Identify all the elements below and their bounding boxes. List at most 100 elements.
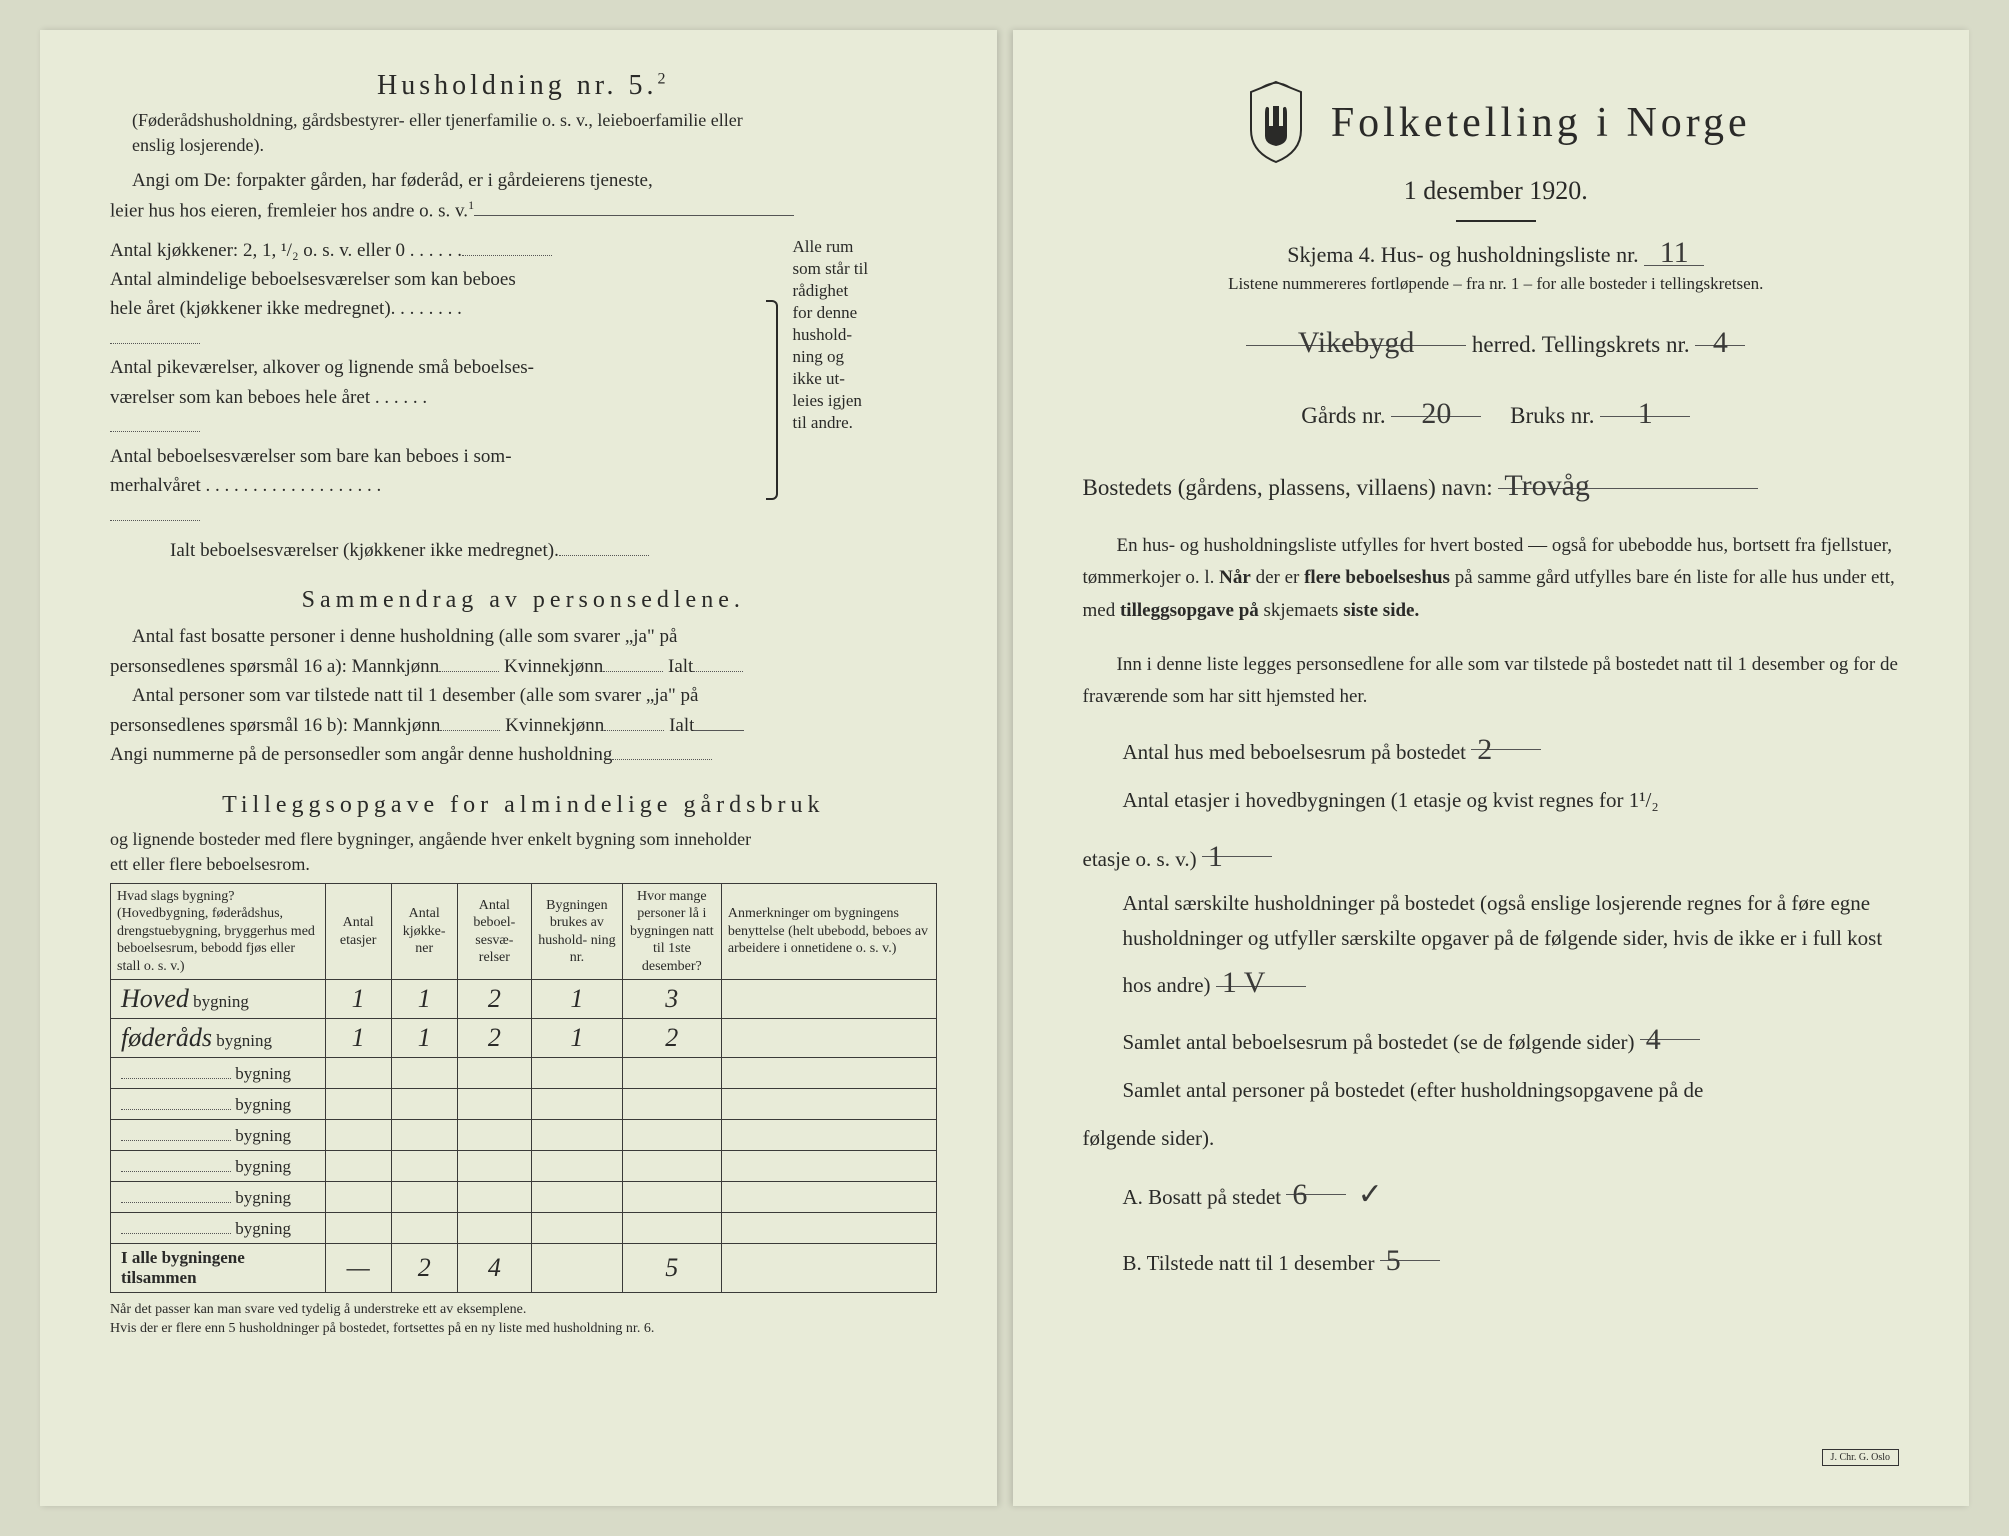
th-3: Antal beboel- sesvæ- relser — [457, 883, 531, 980]
table-row: bygning — [111, 1182, 937, 1213]
row-cell — [622, 1151, 721, 1182]
row-cell: 1 — [325, 1019, 391, 1058]
row-cell: 2 — [457, 1019, 531, 1058]
summary-l3: Antal personer som var tilstede natt til… — [132, 681, 937, 710]
summary-l4c: Ialt — [669, 715, 694, 736]
row-cell — [457, 1213, 531, 1244]
row-cell: 2 — [457, 980, 531, 1019]
q2-val: 1 — [1202, 827, 1272, 857]
total-4: 5 — [622, 1244, 721, 1293]
total-5 — [721, 1244, 936, 1293]
q1-val: 2 — [1471, 720, 1541, 750]
row-cell — [531, 1120, 622, 1151]
row-cell — [531, 1182, 622, 1213]
row-cell — [622, 1089, 721, 1120]
kitchen-blank — [462, 237, 552, 256]
room-blank-2 — [110, 502, 200, 521]
table-row: bygning — [111, 1120, 937, 1151]
row-cell — [391, 1213, 457, 1244]
qB-row: B. Tilstede natt til 1 desember 5 — [1123, 1231, 1910, 1284]
row-cell — [531, 1089, 622, 1120]
angi-line1: Angi om De: forpakter gården, har føderå… — [132, 166, 937, 195]
qB-val: 5 — [1380, 1231, 1440, 1261]
q2-row-a: Antal etasjer i hovedbygningen (1 etasje… — [1123, 779, 1910, 821]
ialt-text: Ialt beboelsesværelser (kjøkkener ikke m… — [170, 540, 559, 561]
bosted-label: Bostedets (gårdens, plassens, villaens) … — [1083, 475, 1493, 500]
row-cell — [457, 1089, 531, 1120]
row-cell — [457, 1120, 531, 1151]
kitchen-text: Antal kjøkkener: 2, 1, ¹/₂ o. s. v. elle… — [110, 240, 462, 261]
para2: Inn i denne liste legges personsedlene f… — [1083, 649, 1910, 714]
summary-l4a: personsedlenes spørsmål 16 b): Mannkjønn — [110, 715, 440, 736]
krets-val: 4 — [1695, 316, 1745, 346]
row-cell — [325, 1089, 391, 1120]
sl2-blank1 — [439, 653, 499, 672]
schema-val: 11 — [1644, 236, 1704, 266]
row-cell — [622, 1058, 721, 1089]
bruk-val: 1 — [1600, 387, 1690, 417]
row-cell — [325, 1182, 391, 1213]
row-cell — [721, 1019, 936, 1058]
row-cell — [391, 1151, 457, 1182]
row-label: bygning — [111, 1120, 326, 1151]
row-cell — [457, 1151, 531, 1182]
household-title-sup: 2 — [657, 71, 669, 88]
row-cell: 1 — [391, 1019, 457, 1058]
q2b-label: etasje o. s. v.) — [1083, 847, 1197, 871]
th-6: Anmerkninger om bygningens benyttelse (h… — [721, 883, 936, 980]
qA-label: A. Bosatt på stedet — [1123, 1185, 1282, 1209]
room-blank-1 — [110, 413, 200, 432]
row-cell — [721, 980, 936, 1019]
herred-val: Vikebygd — [1246, 316, 1466, 346]
summary-l4: personsedlenes spørsmål 16 b): Mannkjønn… — [110, 711, 937, 740]
summary-l5: Angi nummerne på de personsedler som ang… — [110, 740, 937, 769]
table-total-row: I alle bygningene tilsammen — 2 4 5 — [111, 1244, 937, 1293]
table-row: føderåds bygning11212 — [111, 1019, 937, 1058]
total-3 — [531, 1244, 622, 1293]
title-row: Folketelling i Norge — [1083, 80, 1910, 166]
q5-row-b: følgende sider). — [1083, 1117, 1910, 1159]
row-label: Hoved bygning — [111, 980, 326, 1019]
room-blank-0 — [110, 325, 200, 344]
qB-label: B. Tilstede natt til 1 desember — [1123, 1251, 1375, 1275]
row-cell — [721, 1213, 936, 1244]
qA-val: 6 — [1286, 1165, 1346, 1195]
row-label: bygning — [111, 1151, 326, 1182]
side-note: Alle rum som står til rådighet for denne… — [787, 236, 937, 566]
row-cell — [391, 1120, 457, 1151]
summary-l5-text: Angi nummerne på de personsedler som ang… — [110, 744, 612, 765]
row-cell — [721, 1120, 936, 1151]
printer-mark: J. Chr. G. Oslo — [1822, 1449, 1899, 1466]
row-cell — [531, 1213, 622, 1244]
para1: En hus- og husholdningsliste utfylles fo… — [1083, 530, 1910, 627]
row-cell — [457, 1058, 531, 1089]
table-row: Hoved bygning11213 — [111, 980, 937, 1019]
summary-heading: Sammendrag av personsedlene. — [110, 587, 937, 614]
household-title: Husholdning nr. 5.2 — [110, 70, 937, 102]
bruk-label: Bruks nr. — [1510, 403, 1594, 428]
rooms-line-1: Antal pikeværelser, alkover og lignende … — [110, 353, 757, 412]
ialt-blank — [559, 537, 649, 556]
census-date: 1 desember 1920. — [1083, 176, 1910, 206]
row-label: føderåds bygning — [111, 1019, 326, 1058]
tillegg-heading: Tilleggsopgave for almindelige gårdsbruk — [110, 792, 937, 819]
row-cell: 2 — [622, 1019, 721, 1058]
rooms-line-0: Antal almindelige beboelsesværelser som … — [110, 265, 757, 324]
row-cell — [622, 1213, 721, 1244]
row-label: bygning — [111, 1213, 326, 1244]
row-label: bygning — [111, 1058, 326, 1089]
coat-of-arms-icon — [1241, 80, 1311, 166]
herred-row: Vikebygd herred. Tellingskrets nr. 4 — [1083, 316, 1910, 365]
row-cell — [325, 1213, 391, 1244]
row-cell: 1 — [391, 980, 457, 1019]
brace-col — [757, 236, 787, 566]
row-cell — [391, 1182, 457, 1213]
row-cell — [721, 1058, 936, 1089]
q4-label: Samlet antal beboelsesrum på bostedet (s… — [1123, 1030, 1635, 1054]
schema-text: Skjema 4. Hus- og husholdningsliste nr. — [1287, 242, 1638, 267]
total-label: I alle bygningene tilsammen — [111, 1244, 326, 1293]
sl5-blank — [612, 741, 712, 760]
table-header-row: Hvad slags bygning? (Hovedbygning, føder… — [111, 883, 937, 980]
summary-l2b: Kvinnekjønn — [504, 656, 603, 677]
qA-row: A. Bosatt på stedet 6 ✓ — [1123, 1165, 1910, 1225]
